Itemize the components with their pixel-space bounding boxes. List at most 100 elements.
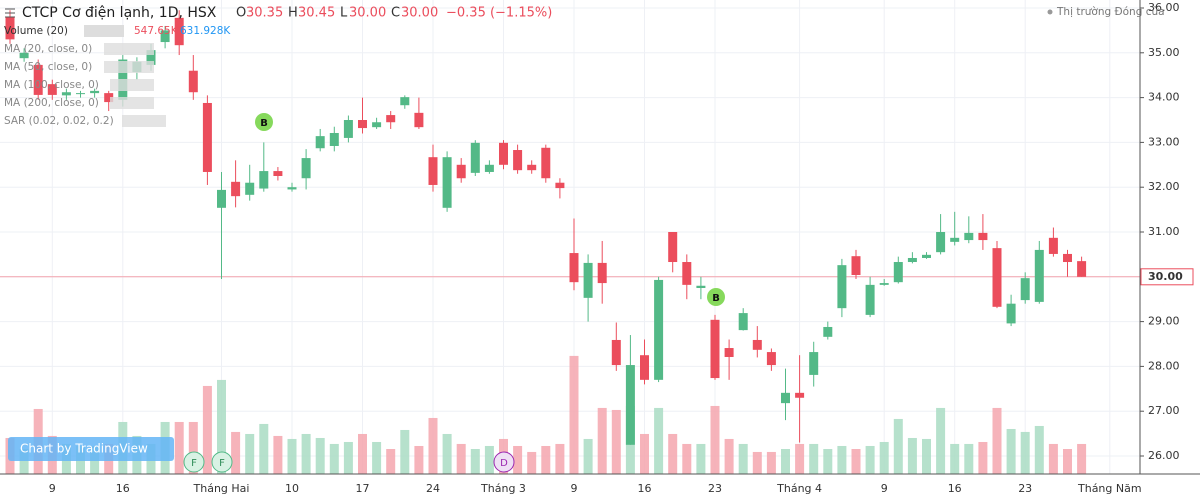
last-price-label: 30.00 xyxy=(1148,270,1183,283)
event-marker[interactable] xyxy=(493,451,515,473)
y-tick-label: 34.00 xyxy=(1148,91,1180,104)
x-tick-label: Tháng 3 xyxy=(480,482,526,495)
volume-bar xyxy=(428,417,438,474)
candle-body xyxy=(964,232,974,241)
indicator-label[interactable]: SAR (0.02, 0.02, 0.2) xyxy=(4,115,114,127)
x-tick-label: 16 xyxy=(638,482,652,495)
candle-body xyxy=(625,365,635,445)
y-tick-label: 31.00 xyxy=(1148,225,1180,238)
candle-body xyxy=(724,348,734,357)
volume-bar xyxy=(259,423,269,474)
indicator-buttons[interactable] xyxy=(84,25,124,37)
volume-bar xyxy=(386,449,396,474)
indicator-buttons[interactable] xyxy=(110,97,154,109)
y-tick-label: 33.00 xyxy=(1148,135,1180,148)
volume-bar xyxy=(231,431,241,474)
x-tick-label: Tháng 4 xyxy=(776,482,822,495)
candle-body xyxy=(47,84,57,95)
x-tick-label: 9 xyxy=(49,482,56,495)
candle-body xyxy=(5,16,15,40)
volume-bar xyxy=(1006,428,1016,474)
candle-body xyxy=(287,187,297,190)
ohlc-key: L xyxy=(340,6,348,21)
volume-bar xyxy=(710,405,720,474)
candle-body xyxy=(907,257,917,263)
candle-body xyxy=(682,262,692,285)
indicator-label[interactable]: MA (20, close, 0) xyxy=(4,43,92,55)
volume-bar xyxy=(668,433,678,474)
candle-body xyxy=(696,285,706,288)
candle-body xyxy=(513,150,523,171)
x-tick-label: 9 xyxy=(881,482,888,495)
x-tick-label: 16 xyxy=(948,482,962,495)
volume-bar xyxy=(879,441,889,474)
candle-body xyxy=(61,92,71,96)
event-marker[interactable] xyxy=(211,451,233,473)
grid xyxy=(0,0,1140,474)
event-label: F xyxy=(219,458,225,469)
candle-body xyxy=(146,50,156,65)
candle-body xyxy=(1063,253,1072,263)
candle-body xyxy=(583,262,593,298)
x-tick-label: 10 xyxy=(285,482,299,495)
indicator-buttons[interactable] xyxy=(122,115,166,127)
indicator-buttons[interactable] xyxy=(104,61,154,73)
candle-body xyxy=(922,254,931,258)
candle-body xyxy=(428,157,438,185)
candle-body xyxy=(527,164,537,171)
volume-bar xyxy=(907,437,917,474)
market-status: Thị trường Đóng cửa xyxy=(1056,6,1165,18)
volume-bar xyxy=(273,435,283,474)
candle-body xyxy=(837,265,847,309)
indicator-buttons[interactable] xyxy=(110,79,154,91)
indicator-buttons[interactable] xyxy=(104,43,154,55)
volume-bar xyxy=(245,433,255,474)
candle-body xyxy=(611,339,621,366)
volume-bar xyxy=(513,445,523,474)
candle-body xyxy=(400,97,410,106)
menu-icon[interactable] xyxy=(5,8,15,18)
indicator-label[interactable]: MA (50, close, 0) xyxy=(4,61,92,73)
candle-body xyxy=(809,352,819,375)
x-tick-label: 24 xyxy=(426,482,440,495)
candle-body xyxy=(710,319,720,379)
event-marker[interactable] xyxy=(707,288,725,306)
volume-bar xyxy=(752,451,762,474)
indicator-value: 631.928K xyxy=(180,25,231,37)
candle-body xyxy=(893,262,903,283)
watermark-box xyxy=(8,437,174,461)
candle-body xyxy=(231,181,241,197)
event-marker[interactable] xyxy=(255,113,273,131)
indicator-label[interactable]: MA (100, close, 0) xyxy=(4,79,99,91)
candle-body xyxy=(188,70,198,93)
volume-bar xyxy=(1020,431,1030,474)
volume-bar xyxy=(851,449,861,474)
candle-body xyxy=(992,248,1002,307)
candle-body xyxy=(879,283,889,285)
event-marker[interactable] xyxy=(183,451,205,473)
candle-body xyxy=(597,262,607,284)
volume-bar xyxy=(724,438,734,474)
indicator-label[interactable]: MA (200, close, 0) xyxy=(4,97,99,109)
volume-bar xyxy=(738,443,748,474)
candle-body xyxy=(315,136,325,149)
watermark: Chart by TradingView xyxy=(20,442,148,456)
volume-bar xyxy=(893,418,903,474)
indicator-label[interactable]: Volume (20) xyxy=(4,25,68,37)
candle-body xyxy=(414,112,424,128)
x-tick-label: Tháng Hai xyxy=(193,482,250,495)
candle-body xyxy=(273,171,283,176)
volume-bar xyxy=(795,443,805,474)
candle-body xyxy=(823,326,833,337)
candle-body xyxy=(386,115,396,123)
volume-bar xyxy=(400,429,410,474)
volume-bar xyxy=(696,443,706,474)
volume-bar xyxy=(414,445,424,474)
volume-bar xyxy=(329,443,339,474)
volume-bar xyxy=(809,443,819,474)
volume-bar xyxy=(597,407,607,474)
symbol-title: CTCP Cơ điện lạnh, 1D, HSX xyxy=(22,5,217,21)
volume-bar xyxy=(583,438,593,474)
candle-body xyxy=(936,232,946,253)
